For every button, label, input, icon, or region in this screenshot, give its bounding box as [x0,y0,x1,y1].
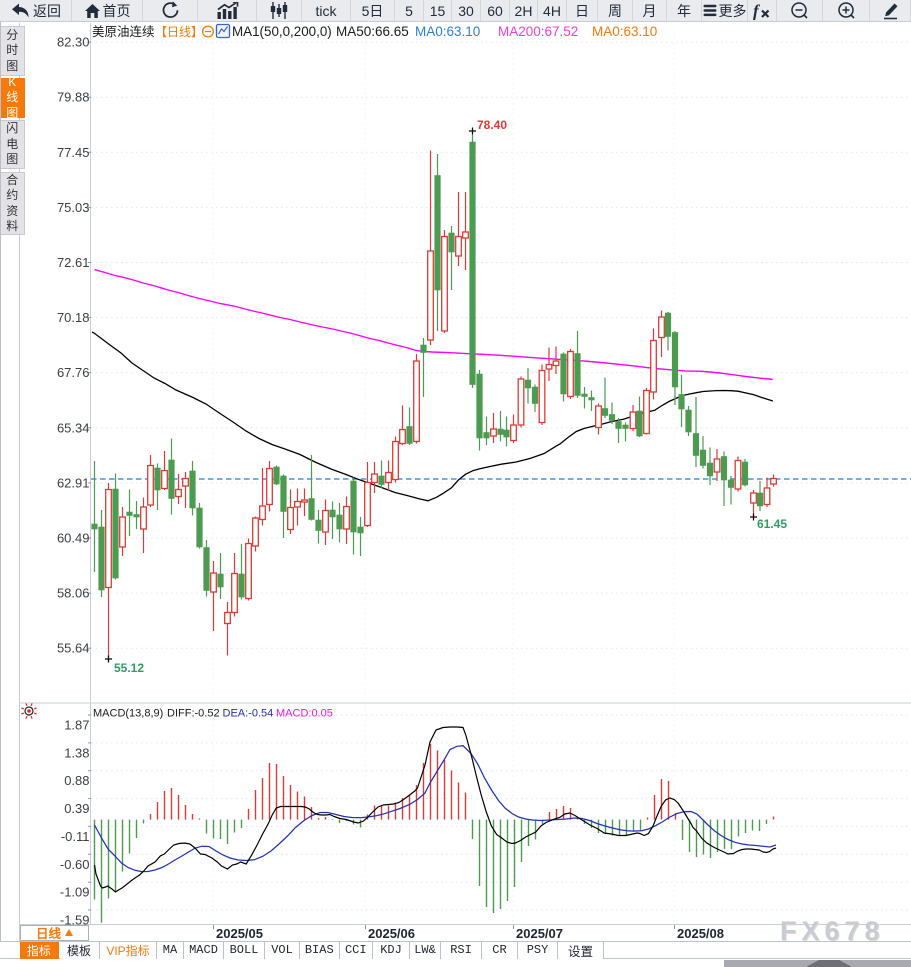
svg-text:60.49: 60.49 [57,531,90,546]
svg-text:62.91: 62.91 [57,475,90,490]
svg-text:MA200:67.52: MA200:67.52 [498,24,578,39]
svg-text:55.12: 55.12 [114,661,144,675]
svg-text:DEA:-0.54: DEA:-0.54 [223,708,274,720]
svg-text:82.30: 82.30 [57,35,90,50]
svg-text:f: f [753,2,761,20]
svg-text:DIFF:-0.52: DIFF:-0.52 [167,708,220,720]
svg-text:MA50:66.65: MA50:66.65 [336,24,409,39]
svg-text:0.88: 0.88 [64,773,89,788]
svg-text:65.34: 65.34 [57,420,90,435]
svg-text:-0.60: -0.60 [60,857,90,872]
svg-text:MACD:0.05: MACD:0.05 [276,708,333,720]
svg-text:MA0:63.10: MA0:63.10 [592,24,657,39]
svg-text:美原油连续: 美原油连续 [92,24,155,39]
svg-text:MACD(13,8,9): MACD(13,8,9) [93,708,163,720]
svg-text:-0.11: -0.11 [61,829,90,844]
svg-text:-1.59: -1.59 [60,913,90,928]
svg-text:58.06: 58.06 [57,586,90,601]
svg-text:【日线】: 【日线】 [155,25,203,39]
svg-text:75.03: 75.03 [57,200,90,215]
svg-text:0.39: 0.39 [64,801,89,816]
svg-text:-1.09: -1.09 [60,885,90,900]
svg-text:72.61: 72.61 [57,255,90,270]
svg-text:MA0:63.10: MA0:63.10 [415,24,480,39]
svg-text:70.18: 70.18 [57,310,90,325]
svg-text:79.88: 79.88 [57,90,90,105]
svg-text:67.76: 67.76 [57,365,90,380]
svg-text:MA1(50,0,200,0): MA1(50,0,200,0) [232,24,332,39]
svg-text:55.64: 55.64 [57,641,90,656]
svg-text:77.45: 77.45 [57,145,90,160]
svg-text:61.45: 61.45 [757,517,787,531]
svg-text:1.87: 1.87 [64,718,89,733]
svg-text:78.40: 78.40 [477,118,507,132]
svg-text:1.38: 1.38 [64,745,89,760]
